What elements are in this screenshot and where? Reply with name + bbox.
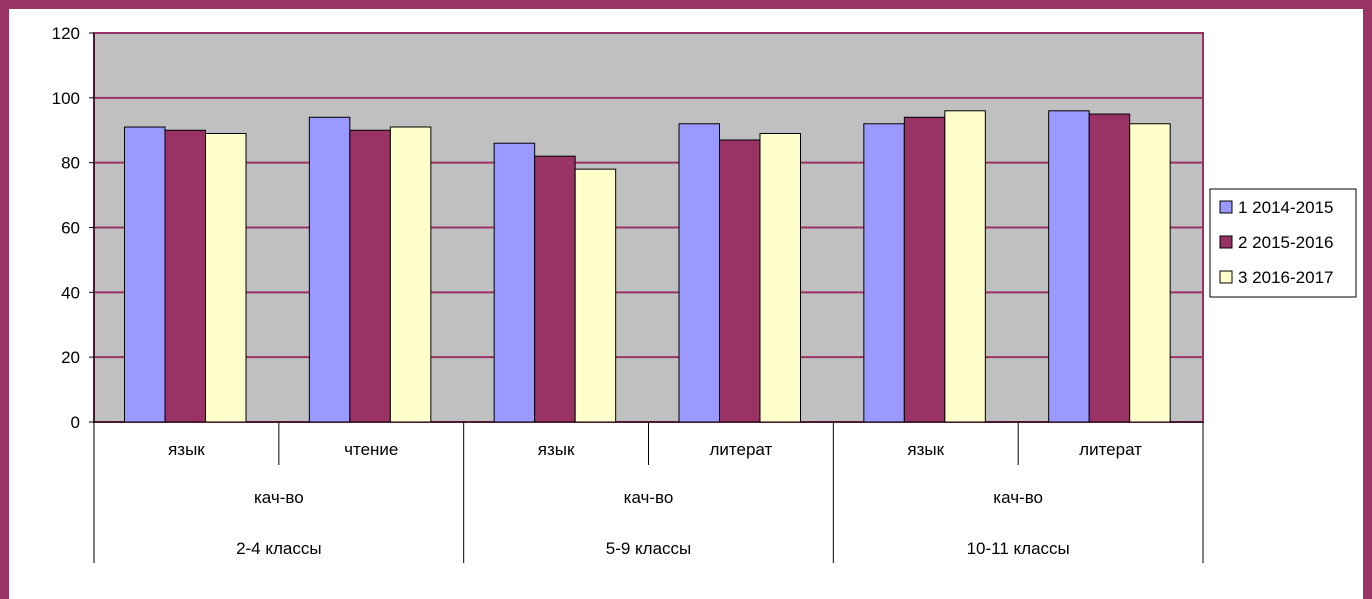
legend-swatch (1219, 270, 1233, 284)
legend-label: 1 2014-2015 (1238, 198, 1333, 217)
bar (493, 142, 536, 423)
measure-label: кач-во (993, 488, 1043, 507)
bar (1048, 110, 1090, 423)
legend-box (1209, 188, 1357, 298)
legend-label: 2 2015-2016 (1238, 233, 1333, 252)
legend-swatch (1219, 235, 1233, 249)
group-label: 5-9 классы (606, 539, 692, 558)
y-tick-labels: 0 20 40 60 80 100 120 (52, 24, 80, 432)
measure-label: кач-во (624, 488, 674, 507)
bar (308, 116, 351, 423)
bar (863, 123, 905, 423)
axes (89, 32, 1204, 563)
y-tick-label: 40 (61, 283, 80, 302)
y-tick-label: 120 (52, 24, 80, 43)
subject-label: чтение (344, 440, 398, 459)
y-tick-label: 80 (61, 154, 80, 173)
legend-swatch (1219, 200, 1233, 214)
y-tick-label: 20 (61, 348, 80, 367)
plot-area (93, 32, 1204, 423)
bar (534, 155, 576, 423)
subject-label: литерат (710, 440, 773, 459)
bar (574, 168, 617, 423)
subject-label: язык (538, 440, 575, 459)
subject-label: язык (168, 440, 205, 459)
bar (944, 110, 986, 423)
legend: 1 2014-2015 2 2015-2016 3 2016-2017 (1209, 188, 1357, 298)
bar (1129, 123, 1171, 423)
bar (124, 126, 166, 423)
subject-label: язык (907, 440, 944, 459)
bar (1088, 113, 1131, 423)
x-category-labels: язык чтение язык литерат язык литерат кач-во ка… (168, 440, 1142, 558)
group-label: 2-4 классы (236, 539, 322, 558)
bar (719, 139, 761, 423)
bar (349, 129, 391, 423)
bar (205, 132, 247, 423)
subject-label: литерат (1079, 440, 1142, 459)
y-tick-label: 100 (52, 89, 80, 108)
bar (759, 132, 801, 423)
legend-label: 3 2016-2017 (1238, 268, 1333, 287)
y-tick-label: 0 (71, 413, 80, 432)
bar (164, 129, 206, 423)
bar (389, 126, 432, 423)
group-label: 10-11 классы (967, 539, 1070, 558)
bar (903, 116, 946, 423)
bar (678, 123, 720, 423)
y-tick-label: 60 (61, 219, 80, 238)
measure-label: кач-во (254, 488, 304, 507)
